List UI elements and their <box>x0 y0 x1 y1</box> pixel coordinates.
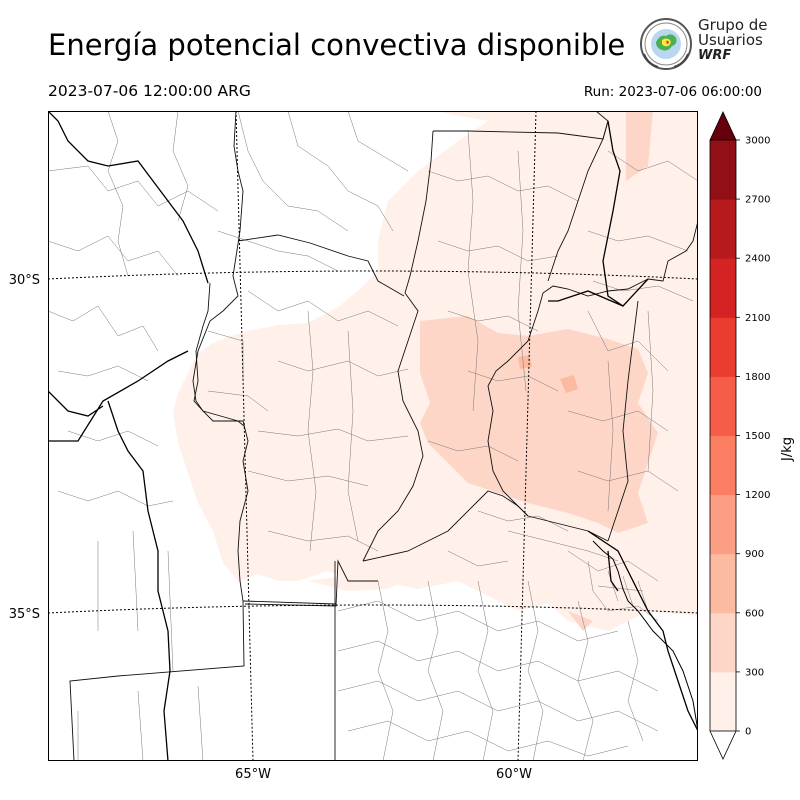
colorbar-segment <box>710 435 736 496</box>
logo-line-3: WRF <box>698 48 732 63</box>
colorbar-over-extension <box>709 111 737 141</box>
map-frame <box>48 111 698 761</box>
colorbar-tick-label: 0 <box>745 727 751 738</box>
lon-label-65w: 65°W <box>235 767 271 782</box>
colorbar-under-extension <box>709 730 737 760</box>
colorbar-tick-label: 1800 <box>745 372 770 383</box>
department-boundaries <box>48 111 698 761</box>
colorbar-tick-label: 600 <box>745 608 764 619</box>
run-time: Run: 2023-07-06 06:00:00 <box>583 84 762 100</box>
lat-label-30s: 30°S <box>9 273 40 288</box>
colorbar: 0 300 600 900 1200 1500 1800 2100 2400 2700 3000 J… <box>709 111 795 760</box>
colorbar-tick-label: 3000 <box>745 136 770 147</box>
logo-line-2: Usuarios <box>698 31 763 49</box>
colorbar-tick-label: 1200 <box>745 490 770 501</box>
lon-label-60w: 60°W <box>496 767 532 782</box>
colorbar-tick-label: 1500 <box>745 431 770 442</box>
colorbar-segments <box>709 111 737 760</box>
colorbar-tick-label: 300 <box>745 667 764 678</box>
colorbar-ticks: 0 300 600 900 1200 1500 1800 2100 2400 2700 3000 <box>736 136 770 738</box>
lat-label-35s: 35°S <box>9 607 40 622</box>
grupo-wrf-logo: Grupo de Usuarios WRF <box>638 16 768 76</box>
valid-time: 2023-07-06 12:00:00 ARG <box>48 82 251 100</box>
buenos-aires-partidos <box>337 550 659 761</box>
colorbar-tick-label: 900 <box>745 549 764 560</box>
colorbar-tick-label: 2100 <box>745 313 770 324</box>
colorbar-segment <box>710 612 736 673</box>
colorbar-segment <box>710 494 736 555</box>
colorbar-segment <box>710 258 736 318</box>
colorbar-segment <box>710 317 736 377</box>
globe-seal-icon <box>640 18 692 70</box>
colorbar-segment <box>710 199 736 259</box>
colorbar-segment <box>710 376 736 436</box>
graticule <box>48 111 698 761</box>
colorbar-unit: J/kg <box>780 437 795 462</box>
map-title: Energía potencial convectiva disponible <box>48 28 626 62</box>
logo-line-1: Grupo de <box>698 16 768 34</box>
colorbar-segment <box>710 140 736 200</box>
colorbar-tick-label: 2700 <box>745 195 770 206</box>
colorbar-tick-label: 2400 <box>745 254 770 265</box>
colorbar-segment <box>710 671 736 732</box>
coastline <box>592 540 698 732</box>
cape-field-darker <box>518 355 578 393</box>
cape-field-medium <box>420 111 658 631</box>
cape-map <box>48 111 698 761</box>
colorbar-segment <box>710 553 736 614</box>
